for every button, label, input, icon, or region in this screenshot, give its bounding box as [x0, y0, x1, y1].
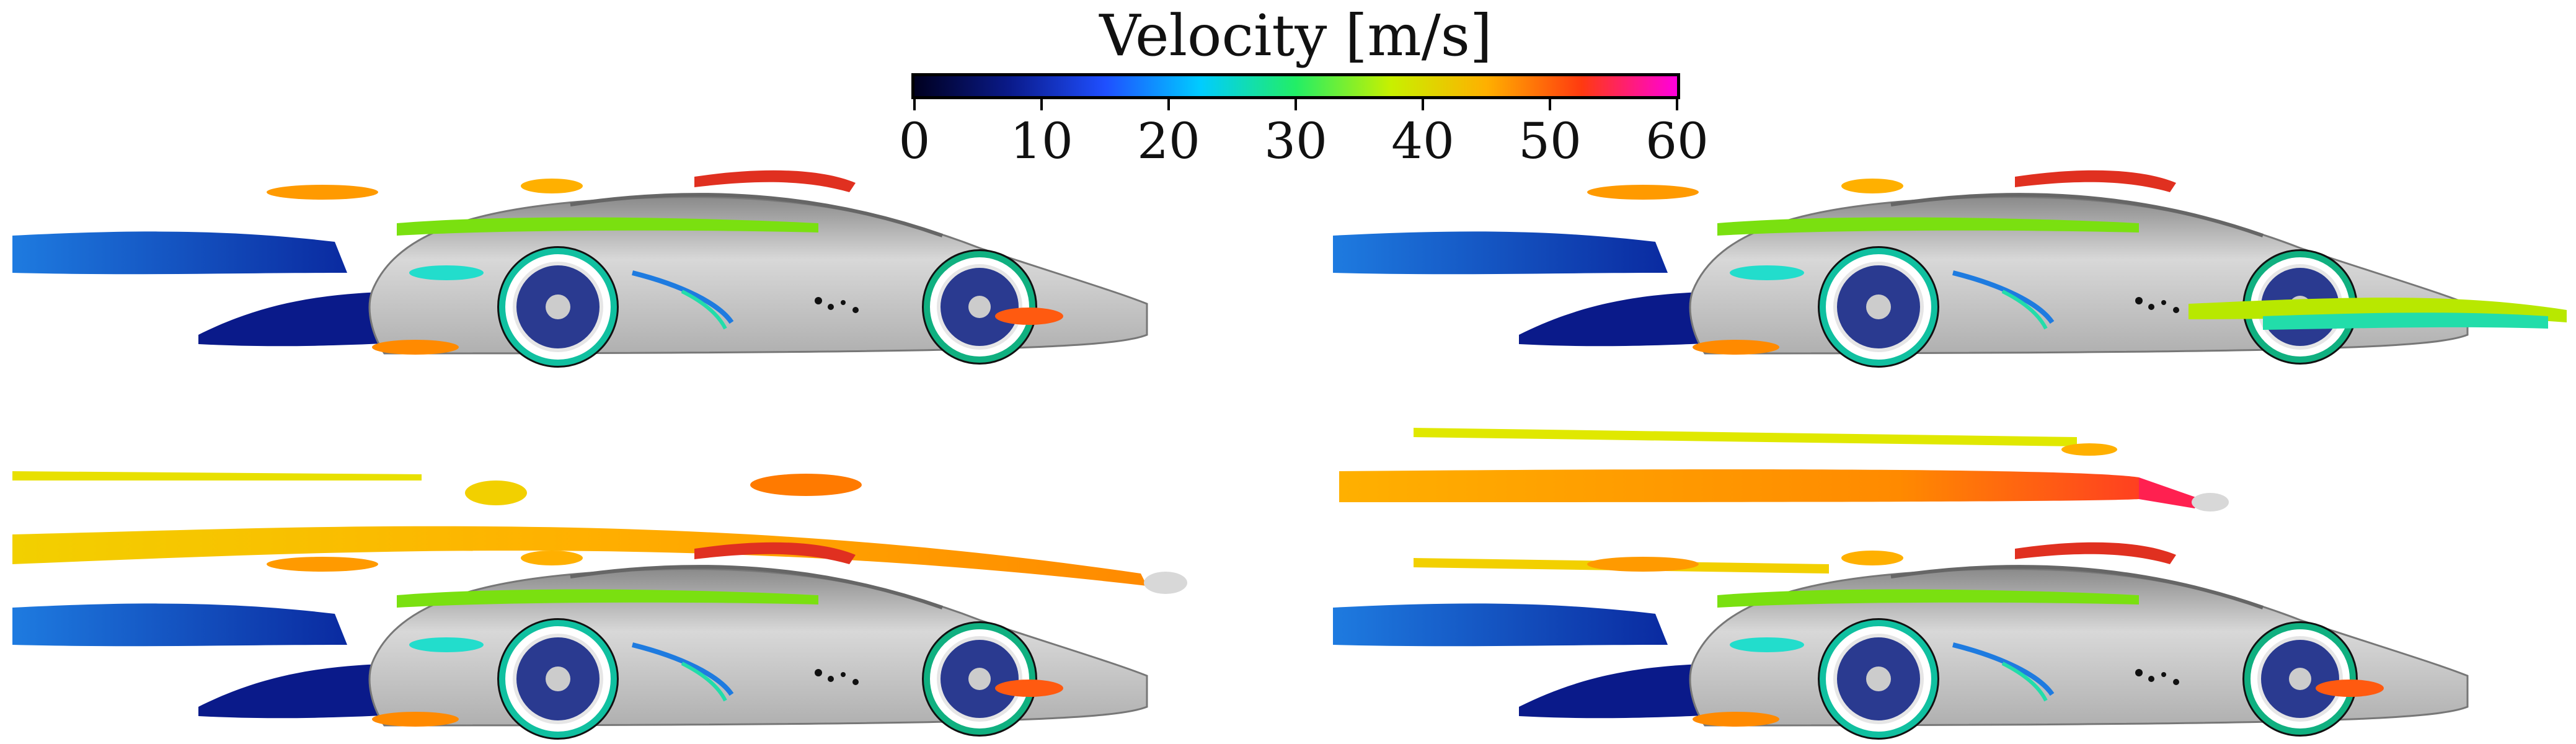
car-flow-visualization — [12, 471, 1187, 744]
colorbar-tick-label: 20 — [1137, 112, 1200, 170]
panel-top-right — [1333, 149, 2573, 372]
front-vortex-streak — [2189, 298, 2567, 330]
car-flow-visualization — [1333, 428, 2573, 744]
legend-title: Velocity [m/s] — [1099, 2, 1492, 69]
colorbar-tick-mark — [1295, 99, 1297, 110]
panel-top-left — [12, 149, 1166, 372]
panel-bottom-left — [12, 446, 1190, 744]
colorbar-tick-mark — [1549, 99, 1551, 110]
colorbar-tick-label: 40 — [1391, 112, 1454, 170]
colorbar-gradient — [911, 73, 1680, 99]
colorbar-tick-mark — [1040, 99, 1043, 110]
colorbar-tick-mark — [1676, 99, 1678, 110]
velocity-legend: Velocity [m/s] 0 10 20 30 40 50 60 — [899, 0, 1709, 180]
colorbar-tick-mark — [1167, 99, 1170, 110]
car-flow-visualization — [1333, 149, 2567, 372]
colorbar-tick-mark — [913, 99, 916, 110]
car-flow-visualization — [12, 149, 1166, 372]
colorbar-tick-label: 0 — [898, 112, 931, 170]
colorbar-tick-label: 60 — [1645, 112, 1709, 170]
upper-streak — [12, 471, 1187, 594]
upper-streak — [1339, 428, 2229, 574]
colorbar-tick-label: 50 — [1518, 112, 1582, 170]
panel-bottom-right — [1333, 409, 2573, 744]
colorbar-tick-label: 10 — [1010, 112, 1073, 170]
colorbar-tick-mark — [1422, 99, 1424, 110]
colorbar-tick-label: 30 — [1264, 112, 1327, 170]
